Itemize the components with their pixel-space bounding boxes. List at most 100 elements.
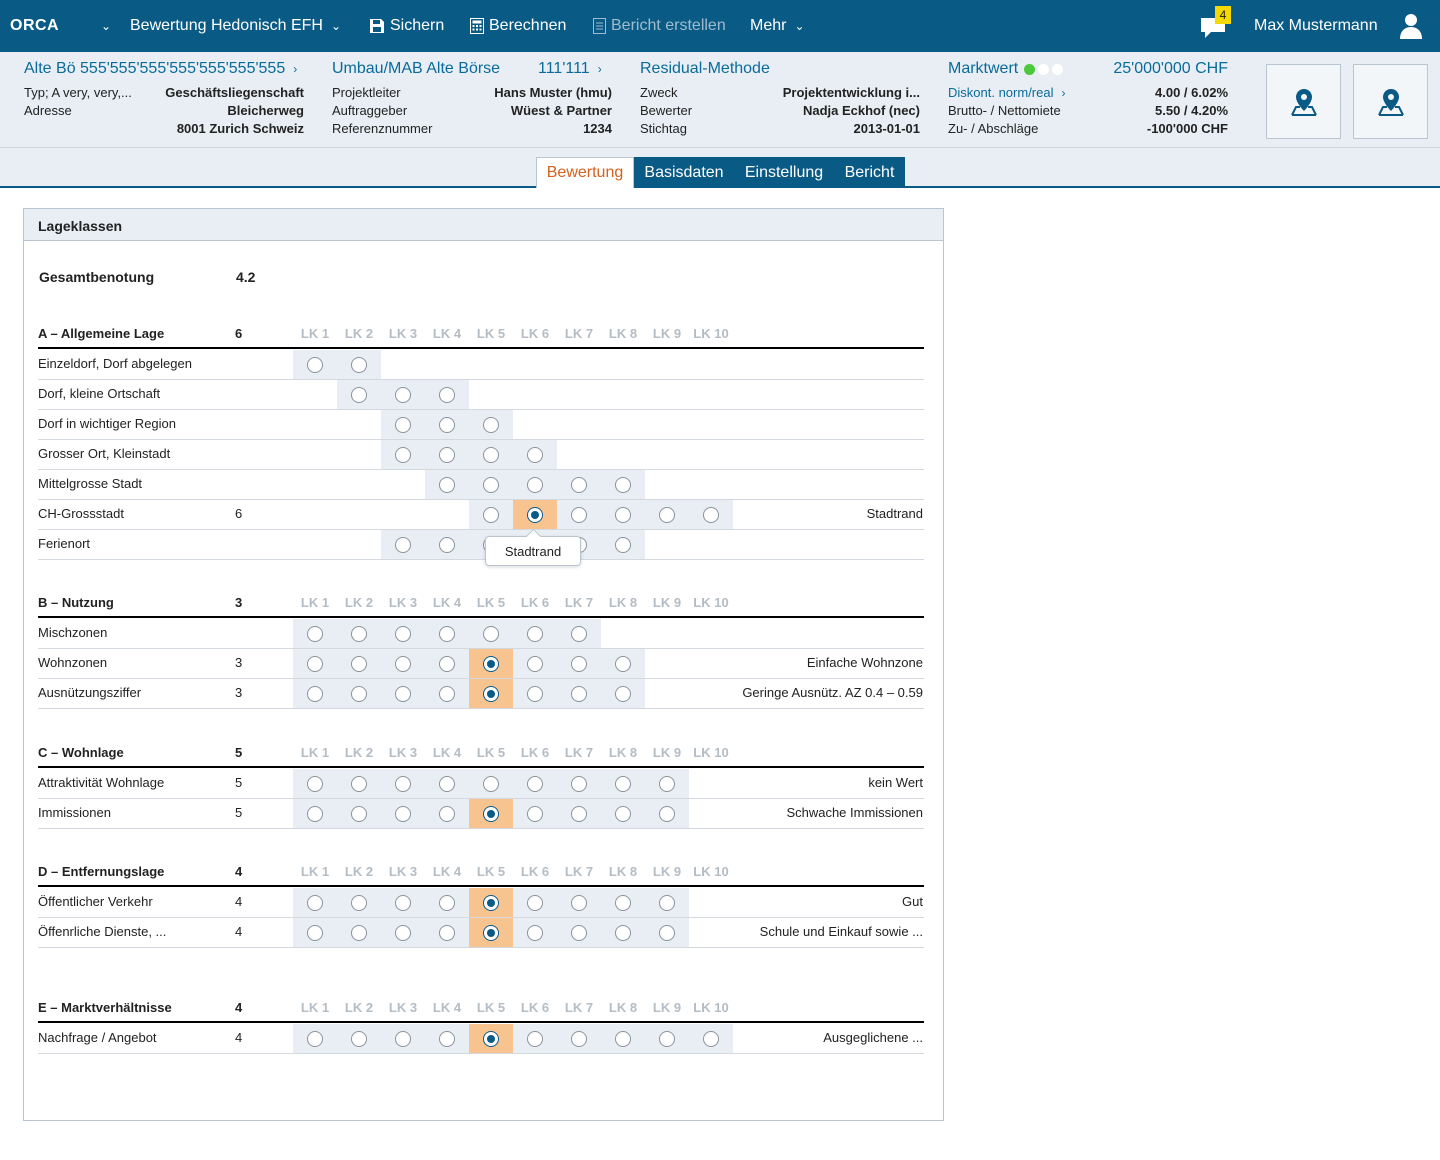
rating-cell[interactable]: [293, 888, 337, 917]
rating-radio[interactable]: [439, 386, 455, 403]
rating-radio[interactable]: [615, 924, 631, 941]
rating-cell[interactable]: [601, 888, 645, 917]
rating-cell[interactable]: [425, 440, 469, 469]
rating-radio[interactable]: [527, 506, 543, 523]
rating-radio[interactable]: [615, 775, 631, 792]
rating-radio[interactable]: [395, 386, 411, 403]
rating-radio[interactable]: [439, 416, 455, 433]
rating-radio[interactable]: [351, 924, 367, 941]
discount-rate-link[interactable]: Diskont. norm/real ›: [948, 85, 1065, 100]
map-button[interactable]: [1266, 64, 1341, 139]
rating-radio[interactable]: [395, 536, 411, 553]
user-name[interactable]: Max Mustermann: [1254, 17, 1378, 34]
rating-cell[interactable]: [381, 649, 425, 678]
rating-radio[interactable]: [307, 924, 323, 941]
rating-radio[interactable]: [527, 625, 543, 642]
rating-cell[interactable]: [557, 888, 601, 917]
rating-cell[interactable]: [469, 679, 513, 708]
rating-cell[interactable]: [381, 530, 425, 559]
tab-bericht[interactable]: Bericht: [834, 157, 905, 188]
rating-radio[interactable]: [615, 685, 631, 702]
create-report-button[interactable]: Bericht erstellen: [593, 0, 726, 52]
rating-radio[interactable]: [351, 655, 367, 672]
rating-cell[interactable]: [601, 769, 645, 798]
rating-radio[interactable]: [351, 356, 367, 373]
rating-cell[interactable]: [601, 530, 645, 559]
rating-radio[interactable]: [395, 1030, 411, 1047]
rating-cell[interactable]: [557, 799, 601, 828]
rating-radio[interactable]: [395, 775, 411, 792]
rating-cell[interactable]: [513, 470, 557, 499]
rating-cell[interactable]: [557, 470, 601, 499]
rating-cell[interactable]: [601, 679, 645, 708]
rating-cell[interactable]: [425, 649, 469, 678]
rating-radio[interactable]: [439, 536, 455, 553]
rating-radio[interactable]: [395, 625, 411, 642]
rating-cell[interactable]: [469, 619, 513, 648]
rating-radio[interactable]: [395, 416, 411, 433]
rating-radio[interactable]: [571, 894, 587, 911]
rating-radio[interactable]: [527, 685, 543, 702]
rating-radio[interactable]: [659, 924, 675, 941]
rating-cell[interactable]: [381, 679, 425, 708]
rating-radio[interactable]: [483, 506, 499, 523]
rating-radio[interactable]: [395, 685, 411, 702]
rating-cell[interactable]: [293, 1024, 337, 1053]
rating-cell[interactable]: [425, 1024, 469, 1053]
rating-cell[interactable]: [469, 918, 513, 947]
rating-cell[interactable]: [557, 1024, 601, 1053]
rating-cell[interactable]: [469, 769, 513, 798]
rating-cell[interactable]: [469, 649, 513, 678]
rating-radio[interactable]: [483, 625, 499, 642]
rating-radio[interactable]: [483, 805, 499, 822]
rating-radio[interactable]: [483, 416, 499, 433]
rating-cell[interactable]: [601, 470, 645, 499]
rating-radio[interactable]: [483, 476, 499, 493]
rating-cell[interactable]: [601, 500, 645, 529]
rating-cell[interactable]: [425, 888, 469, 917]
rating-radio[interactable]: [439, 655, 455, 672]
rating-cell[interactable]: [689, 500, 733, 529]
rating-cell[interactable]: [425, 918, 469, 947]
rating-radio[interactable]: [395, 924, 411, 941]
app-logo[interactable]: ORCA: [10, 17, 60, 34]
save-button[interactable]: Sichern: [369, 0, 444, 52]
rating-cell[interactable]: [381, 799, 425, 828]
rating-radio[interactable]: [483, 775, 499, 792]
rating-radio[interactable]: [439, 805, 455, 822]
rating-cell[interactable]: [469, 470, 513, 499]
rating-cell[interactable]: [381, 888, 425, 917]
rating-radio[interactable]: [395, 805, 411, 822]
calculate-button[interactable]: Berechnen: [470, 0, 566, 52]
rating-cell[interactable]: [645, 888, 689, 917]
rating-radio[interactable]: [307, 655, 323, 672]
rating-cell[interactable]: [645, 918, 689, 947]
rating-radio[interactable]: [483, 894, 499, 911]
rating-cell[interactable]: [557, 500, 601, 529]
tab-basisdaten[interactable]: Basisdaten: [634, 157, 734, 188]
rating-cell[interactable]: [337, 1024, 381, 1053]
rating-radio[interactable]: [351, 805, 367, 822]
rating-cell[interactable]: [293, 679, 337, 708]
rating-cell[interactable]: [337, 799, 381, 828]
user-avatar-icon[interactable]: [1399, 0, 1423, 52]
rating-cell[interactable]: [645, 769, 689, 798]
rating-cell[interactable]: [381, 918, 425, 947]
rating-cell[interactable]: [645, 1024, 689, 1053]
rating-cell[interactable]: [645, 500, 689, 529]
rating-cell[interactable]: [337, 679, 381, 708]
rating-radio[interactable]: [307, 894, 323, 911]
rating-cell[interactable]: [513, 679, 557, 708]
rating-radio[interactable]: [615, 476, 631, 493]
rating-cell[interactable]: [469, 1024, 513, 1053]
rating-radio[interactable]: [439, 685, 455, 702]
rating-radio[interactable]: [307, 805, 323, 822]
rating-radio[interactable]: [439, 894, 455, 911]
rating-cell[interactable]: [513, 888, 557, 917]
rating-cell[interactable]: [557, 619, 601, 648]
rating-radio[interactable]: [351, 1030, 367, 1047]
rating-cell[interactable]: [557, 679, 601, 708]
app-menu-chevron-icon[interactable]: ⌄: [101, 19, 112, 33]
rating-cell[interactable]: [425, 470, 469, 499]
rating-radio[interactable]: [483, 924, 499, 941]
